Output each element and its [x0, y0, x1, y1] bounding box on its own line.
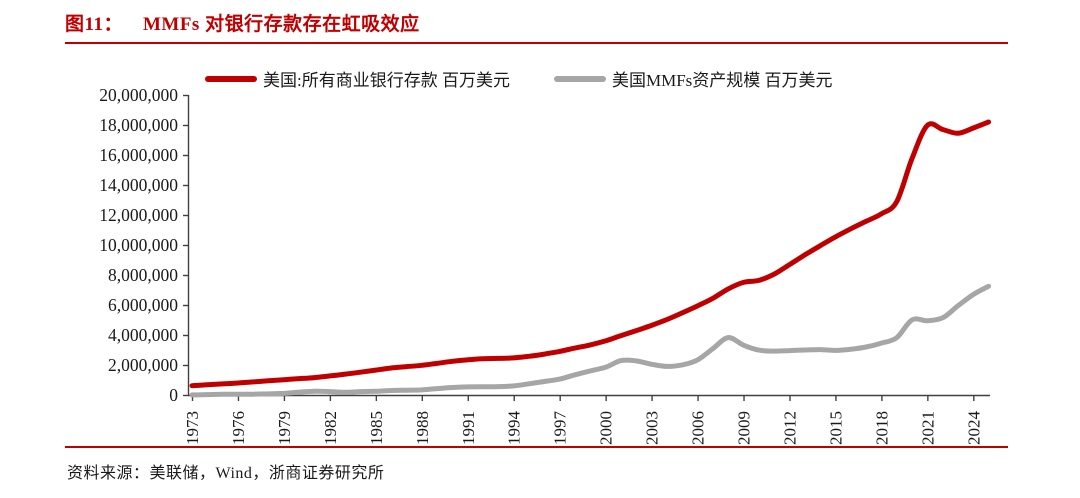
source-note: 资料来源：美联储，Wind，浙商证券研究所 [67, 459, 384, 483]
chart-legend: 美国:所有商业银行存款 百万美元 美国MMFs资产规模 百万美元 [205, 66, 833, 91]
y-tick-label: 0 [169, 385, 178, 405]
x-tick-label: 1982 [321, 411, 340, 445]
source-divider-rule [65, 446, 1008, 448]
series-line-bank-deposits [189, 119, 992, 389]
figure-title-text: MMFs 对银行存款存在虹吸效应 [142, 14, 420, 35]
x-tick-label: 1979 [275, 411, 294, 445]
figure-title: 图11： MMFs 对银行存款存在虹吸效应 [65, 9, 420, 36]
figure-number: 图11： [65, 14, 123, 35]
y-tick-label: 8,000,000 [108, 265, 178, 285]
legend-line-gray-icon [553, 75, 606, 82]
legend-item-bank-deposits: 美国:所有商业银行存款 百万美元 [205, 66, 510, 91]
y-tick-label: 18,000,000 [99, 115, 178, 135]
x-tick-label: 1991 [459, 411, 478, 445]
x-tick-label: 2021 [918, 411, 937, 445]
x-tick-label: 2018 [872, 411, 891, 445]
x-tick-label: 2006 [689, 411, 708, 445]
x-tick-label: 2003 [643, 411, 662, 445]
y-tick-label: 14,000,000 [99, 175, 178, 195]
x-tick-label: 1976 [229, 411, 248, 445]
y-tick-label: 12,000,000 [99, 205, 178, 225]
source-label: 资料来源： [67, 465, 150, 482]
x-tick-label: 2012 [780, 411, 799, 445]
x-tick-label: 2015 [826, 411, 845, 445]
series-line-mmf-assets [189, 283, 992, 398]
y-tick-label: 10,000,000 [99, 235, 178, 255]
x-tick-label: 2000 [597, 411, 616, 445]
x-tick-label: 2009 [735, 411, 754, 445]
x-tick-label: 1973 [183, 411, 202, 445]
y-tick-label: 6,000,000 [108, 295, 178, 315]
x-tick-label: 1994 [505, 411, 524, 446]
x-tick-label: 1988 [413, 411, 432, 445]
x-tick-label: 1985 [367, 411, 386, 445]
y-tick-label: 20,000,000 [99, 85, 178, 105]
legend-label-bank-deposits: 美国:所有商业银行存款 百万美元 [263, 71, 510, 90]
source-text: 美联储，Wind，浙商证券研究所 [149, 465, 385, 482]
x-tick-label: 2024 [964, 411, 983, 446]
y-tick-label: 4,000,000 [108, 325, 178, 345]
title-divider-rule [65, 42, 1008, 44]
x-tick-label: 1997 [551, 411, 570, 446]
legend-label-mmf-assets: 美国MMFs资产规模 百万美元 [611, 71, 833, 90]
y-tick-label: 2,000,000 [108, 355, 178, 375]
y-tick-label: 16,000,000 [99, 145, 178, 165]
legend-line-red-icon [205, 75, 257, 82]
legend-item-mmf-assets: 美国MMFs资产规模 百万美元 [553, 66, 833, 91]
